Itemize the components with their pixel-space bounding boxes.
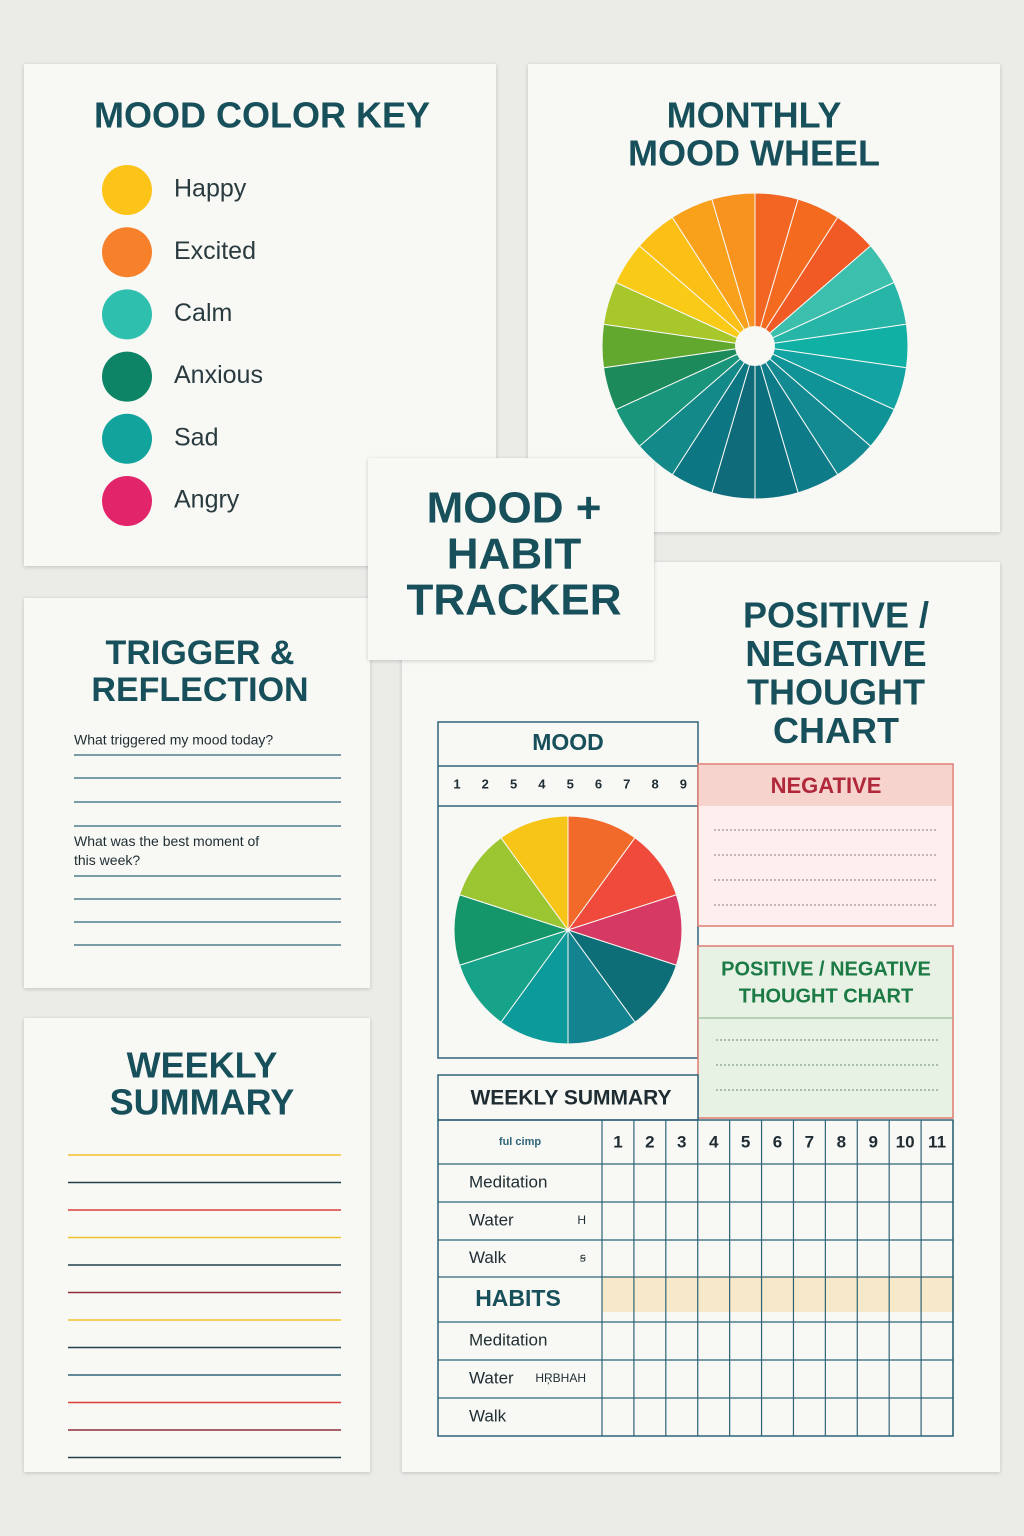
column-label: 9 [868, 1132, 877, 1151]
mood-number: 9 [680, 776, 687, 791]
question: What was the best moment of this week? [74, 833, 259, 868]
card-title: MOOD WHEEL [628, 133, 880, 174]
card-title: CHART [773, 710, 899, 751]
center-title-card [368, 458, 654, 660]
card-title: POSITIVE / [743, 595, 929, 636]
color-dot [102, 351, 152, 402]
wheel-slice [566, 929, 678, 1023]
column-label: 2 [645, 1132, 654, 1151]
card-title: MONTHLY [667, 95, 842, 136]
column-label: 6 [773, 1132, 782, 1151]
main-title: MOOD + [427, 484, 602, 533]
main-title: HABIT [447, 530, 582, 579]
habit-label: Meditation [469, 1172, 547, 1191]
column-label: 7 [805, 1132, 814, 1151]
color-dot [102, 227, 152, 278]
card-title: WEEKLY [127, 1045, 278, 1086]
column-label: 11 [928, 1132, 946, 1151]
wheel-slice [453, 894, 570, 966]
positive-box [697, 945, 954, 1119]
habit-note: H [577, 1213, 586, 1227]
column-label: 4 [709, 1132, 719, 1151]
card-title: THOUGHT [747, 672, 925, 713]
wheel-slice [500, 815, 569, 932]
mood-label: Calm [174, 299, 232, 327]
mood-label: Angry [174, 486, 240, 514]
main-title: TRACKER [406, 576, 621, 625]
mood-number: 5 [510, 776, 517, 791]
trigger-card [24, 598, 370, 988]
box-title: MOOD [532, 729, 604, 755]
habit-label: Water [469, 1368, 514, 1387]
section-label: HABITS [475, 1285, 561, 1311]
wheel-slice [458, 929, 570, 1023]
wheel-slice [500, 928, 569, 1045]
wheel-slice [711, 192, 756, 347]
habit-label: Walk [469, 1406, 507, 1425]
habit-label: Meditation [469, 1330, 547, 1349]
corner-label: ful cimp [499, 1136, 541, 1148]
wheel-slice [458, 837, 570, 931]
card-title: MOOD COLOR KEY [94, 95, 430, 136]
box-title: NEGATIVE [771, 773, 882, 798]
box-title: THOUGHT CHART [739, 985, 913, 1007]
wheel-slice [566, 837, 678, 931]
column-label: 3 [677, 1132, 686, 1151]
column-label: 8 [837, 1132, 846, 1151]
mood-number: 1 [453, 776, 460, 791]
mood-number: 5 [567, 776, 574, 791]
card-title: NEGATIVE [745, 633, 926, 674]
negative-header [699, 765, 952, 806]
wheel-slice [566, 894, 683, 966]
mood-number: 4 [538, 776, 546, 791]
habits-band [602, 1277, 953, 1312]
table-title: WEEKLY SUMMARY [470, 1087, 671, 1110]
color-dot [102, 413, 152, 464]
mood-number: 6 [595, 776, 602, 791]
card-title: TRIGGER & [106, 634, 295, 672]
column-label: 10 [896, 1132, 915, 1151]
box-title: POSITIVE / NEGATIVE [721, 958, 931, 980]
card-title: SUMMARY [110, 1082, 295, 1123]
wheel-hole [735, 326, 775, 366]
habit-label: Walk [469, 1248, 507, 1267]
mood-label: Sad [174, 423, 218, 451]
column-label: 5 [741, 1132, 750, 1151]
mood-number: 7 [623, 776, 630, 791]
weekly-card [24, 1018, 370, 1472]
habit-note: HŖBHAH [535, 1371, 586, 1385]
wheel-slice [567, 815, 636, 932]
wheel-slice [567, 928, 636, 1045]
color-dot [102, 165, 152, 215]
mood-label: Excited [174, 237, 256, 265]
card-title: REFLECTION [91, 671, 308, 709]
question: What triggered my mood today? [74, 732, 273, 748]
habit-label: Water [469, 1210, 514, 1229]
color-dot [102, 476, 152, 526]
column-label: 1 [613, 1132, 622, 1151]
mood-label: Happy [174, 175, 247, 203]
mood-label: Anxious [174, 361, 263, 389]
color-dot [102, 289, 152, 340]
habit-note: ꞩ [580, 1251, 587, 1265]
mood-number: 8 [651, 776, 658, 791]
mood-number: 2 [482, 776, 489, 791]
